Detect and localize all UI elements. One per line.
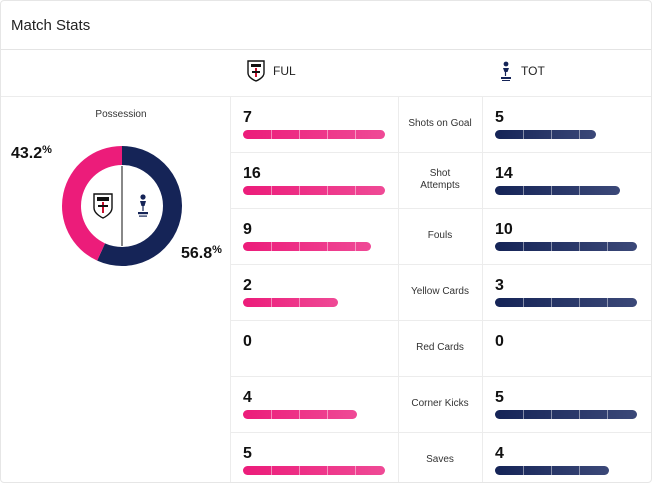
stat-away-value: 0 bbox=[495, 333, 504, 350]
stat-row: 16 Shot Attempts 14 bbox=[230, 153, 651, 209]
teams-header: FUL TOT bbox=[11, 50, 651, 96]
fulham-crest-icon bbox=[247, 60, 265, 82]
page-title: Match Stats bbox=[11, 17, 91, 34]
row-divider bbox=[230, 152, 651, 153]
team-home-abbr: FUL bbox=[273, 64, 296, 78]
stat-label: Fouls bbox=[427, 230, 453, 241]
stat-away-bar bbox=[495, 242, 637, 251]
team-home: FUL bbox=[247, 60, 296, 82]
column-divider bbox=[482, 97, 483, 482]
stat-away-bar bbox=[495, 298, 637, 307]
stat-home-value: 2 bbox=[243, 277, 252, 294]
stat-home-value: 4 bbox=[243, 389, 252, 406]
stat-away-value: 14 bbox=[495, 165, 513, 182]
possession-away-arc bbox=[97, 146, 182, 266]
stat-row: 0 Red Cards 0 bbox=[230, 321, 651, 377]
teams-divider bbox=[1, 96, 651, 97]
row-divider bbox=[230, 264, 651, 265]
row-divider bbox=[230, 320, 651, 321]
stat-home-bar bbox=[243, 130, 385, 139]
tottenham-crest-icon bbox=[138, 194, 148, 217]
stat-away-value: 5 bbox=[495, 109, 504, 126]
stats-grid: 7 Shots on Goal 5 16 Shot Attempts 14 9 Fouls 10… bbox=[230, 97, 651, 482]
stat-row: 5 Saves 4 bbox=[230, 433, 651, 482]
stat-label: Shots on Goal bbox=[408, 118, 472, 129]
row-divider bbox=[230, 376, 651, 377]
stat-away-value: 10 bbox=[495, 221, 513, 238]
stat-home-value: 0 bbox=[243, 333, 252, 350]
row-divider bbox=[230, 208, 651, 209]
column-divider bbox=[398, 97, 399, 482]
header-divider bbox=[1, 49, 651, 50]
stat-away-value: 5 bbox=[495, 389, 504, 406]
stat-away-value: 4 bbox=[495, 445, 504, 462]
row-divider bbox=[230, 432, 651, 433]
stat-home-bar bbox=[243, 410, 357, 419]
possession-away-value: 56.8% bbox=[181, 244, 222, 262]
team-away: TOT bbox=[499, 60, 545, 82]
possession-panel: Possession 43.2% 56.8% bbox=[1, 97, 231, 482]
stat-row: 2 Yellow Cards 3 bbox=[230, 265, 651, 321]
stat-away-bar bbox=[495, 130, 596, 139]
column-divider bbox=[230, 97, 231, 482]
stat-label: Corner Kicks bbox=[411, 398, 469, 409]
stat-row: 9 Fouls 10 bbox=[230, 209, 651, 265]
stat-home-value: 16 bbox=[243, 165, 261, 182]
stat-label: Saves bbox=[426, 454, 454, 465]
stat-home-value: 5 bbox=[243, 445, 252, 462]
possession-label: Possession bbox=[95, 109, 147, 120]
stat-home-bar bbox=[243, 242, 371, 251]
team-away-abbr: TOT bbox=[521, 64, 545, 78]
stat-row: 7 Shots on Goal 5 bbox=[230, 97, 651, 153]
possession-donut bbox=[62, 146, 182, 266]
tottenham-crest-icon bbox=[501, 61, 511, 81]
stat-away-value: 3 bbox=[495, 277, 504, 294]
possession-home-arc bbox=[62, 146, 122, 261]
stat-away-bar bbox=[495, 186, 620, 195]
stat-away-bar bbox=[495, 410, 637, 419]
stat-away-bar bbox=[495, 466, 609, 475]
stat-label: Shot Attempts bbox=[420, 168, 460, 191]
possession-home-value: 43.2% bbox=[11, 144, 52, 162]
stat-home-value: 9 bbox=[243, 221, 252, 238]
stat-home-bar bbox=[243, 186, 385, 195]
stat-home-bar bbox=[243, 298, 338, 307]
stat-row: 4 Corner Kicks 5 bbox=[230, 377, 651, 433]
stat-label: Yellow Cards bbox=[411, 286, 469, 297]
fulham-crest-icon bbox=[93, 193, 113, 219]
stat-home-bar bbox=[243, 466, 385, 475]
stat-home-value: 7 bbox=[243, 109, 252, 126]
stat-label: Red Cards bbox=[416, 342, 464, 353]
